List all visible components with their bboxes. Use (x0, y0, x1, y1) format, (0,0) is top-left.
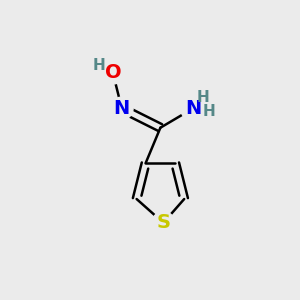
Text: H: H (203, 104, 216, 119)
Text: O: O (104, 63, 121, 82)
Text: N: N (185, 99, 201, 118)
Text: H: H (92, 58, 105, 73)
Text: S: S (156, 213, 170, 232)
Circle shape (152, 212, 175, 234)
Circle shape (181, 96, 206, 121)
Text: H: H (197, 90, 210, 105)
Text: N: N (114, 99, 130, 118)
Circle shape (102, 61, 124, 84)
Circle shape (110, 97, 133, 120)
